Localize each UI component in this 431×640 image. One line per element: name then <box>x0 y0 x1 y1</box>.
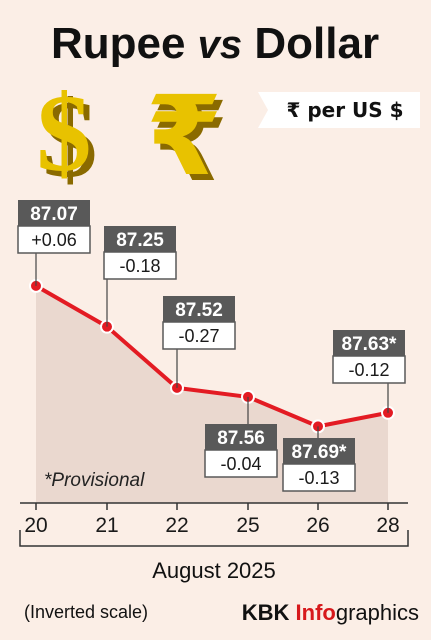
chart-title: Rupee vs Dollar <box>51 19 379 68</box>
change-label-box <box>103 251 177 280</box>
change-label-box <box>282 463 356 492</box>
change-label-text: -0.04 <box>220 454 261 474</box>
change-label-text: -0.18 <box>119 256 160 276</box>
data-label-28: 87.63* -0.12 <box>332 330 406 413</box>
change-label-box <box>17 225 91 254</box>
chart-data-labels: 87.07 +0.06 87.25 -0.18 87.52 -0.27 87.56 -0.04… <box>17 200 406 492</box>
chart-series-line <box>35 284 389 429</box>
provisional-note: *Provisional <box>44 470 145 491</box>
unit-label: ₹ per US $ <box>286 98 403 122</box>
value-label-text: 87.25 <box>116 230 164 251</box>
change-label-box <box>332 355 406 384</box>
value-label-box <box>283 438 355 464</box>
value-label-box <box>104 226 176 252</box>
x-tick-label-28: 28 <box>376 514 399 537</box>
value-label-text: 87.07 <box>30 204 78 225</box>
svg-text:₹: ₹ <box>146 72 223 200</box>
dollar-sign-icon: $ $ <box>20 72 240 200</box>
change-label-box <box>204 449 278 478</box>
value-label-box <box>333 330 405 356</box>
data-label-20: 87.07 +0.06 <box>17 200 91 286</box>
unit-label-banner: ₹ per US $ <box>258 92 420 128</box>
credit-part-graphics: graphics <box>336 600 419 625</box>
x-tick-label-26: 26 <box>306 514 329 537</box>
change-label-text: -0.12 <box>348 360 389 380</box>
rupee-sign-icon: ₹ ₹ <box>146 72 229 206</box>
data-label-25: 87.56 -0.04 <box>204 396 278 478</box>
change-label-text: -0.27 <box>178 326 219 346</box>
change-label-text: -0.13 <box>298 468 339 488</box>
x-tick-label-21: 21 <box>95 514 118 537</box>
value-label-box <box>18 200 90 226</box>
x-axis-ticks: 20 21 22 25 26 28 <box>24 503 400 537</box>
title-part-vs: vs <box>198 23 243 67</box>
change-label-text: +0.06 <box>31 230 77 250</box>
title-part-dollar: Dollar <box>242 19 379 68</box>
inverted-scale-note: (Inverted scale) <box>24 602 148 622</box>
value-label-text: 87.52 <box>175 300 223 321</box>
value-label-text: 87.69* <box>292 442 348 463</box>
svg-text:₹: ₹ <box>152 78 229 206</box>
value-label-text: 87.56 <box>217 428 265 449</box>
svg-text:$: $ <box>37 72 92 194</box>
value-label-box <box>205 424 277 450</box>
data-label-26: 87.69* -0.13 <box>282 426 356 492</box>
credit-part-kbk: KBK <box>242 600 296 625</box>
x-axis-bracket <box>19 530 409 547</box>
data-label-21: 87.25 -0.18 <box>103 226 177 327</box>
svg-text:$: $ <box>43 78 98 200</box>
x-tick-label-20: 20 <box>24 514 47 537</box>
change-label-box <box>162 321 236 350</box>
x-tick-label-25: 25 <box>236 514 259 537</box>
title-part-rupee: Rupee <box>51 19 198 68</box>
credit-text: KBK Infographics <box>242 600 419 625</box>
x-axis-label: August 2025 <box>152 558 276 583</box>
credit-part-info: Info <box>296 600 336 625</box>
value-label-box <box>163 296 235 322</box>
data-label-22: 87.52 -0.27 <box>162 296 236 388</box>
value-label-text: 87.63* <box>342 334 398 355</box>
x-tick-label-22: 22 <box>165 514 188 537</box>
